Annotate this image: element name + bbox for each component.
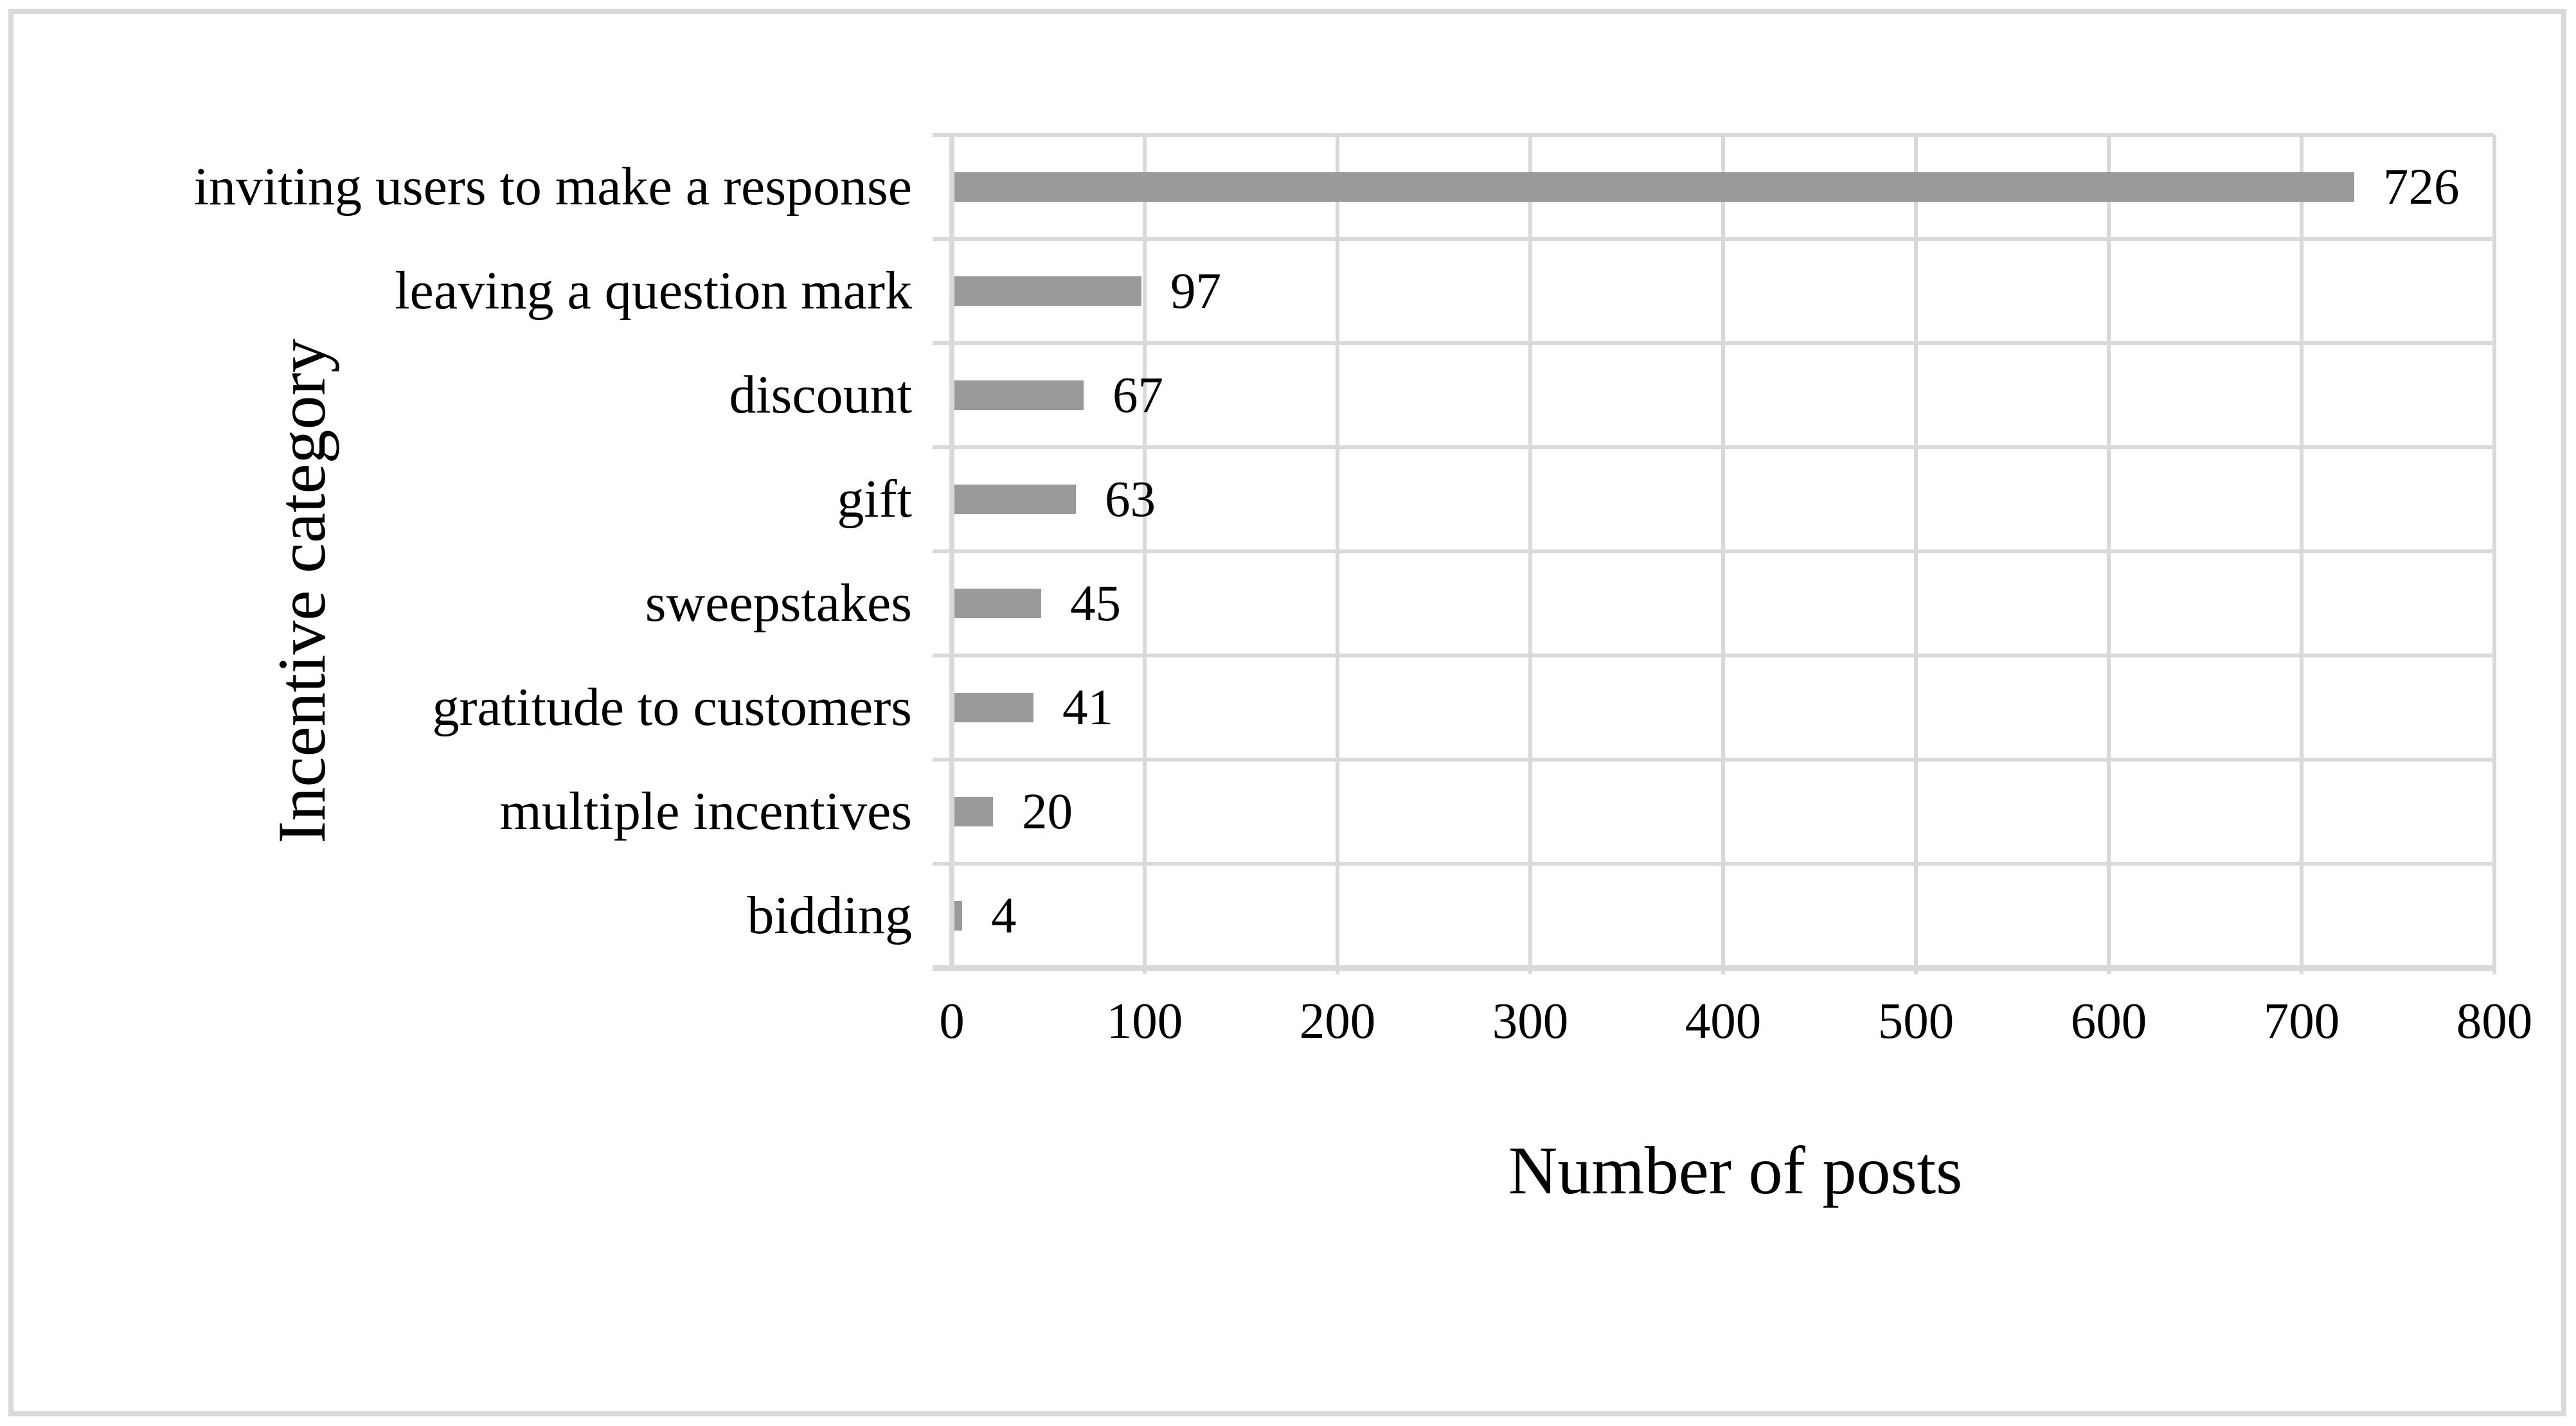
x-tick-label: 0	[939, 994, 965, 1049]
gridline-x-400	[1721, 135, 1725, 974]
y-axis-title: Incentive category	[264, 339, 339, 844]
category-label: inviting users to make a response	[193, 157, 912, 217]
bar	[954, 589, 1041, 618]
x-tick-label: 100	[1106, 994, 1183, 1049]
x-axis-line	[933, 965, 2494, 971]
bar-value-label: 97	[1170, 263, 1221, 319]
x-tick-label: 500	[1877, 994, 1954, 1049]
x-tick-label: 200	[1299, 994, 1376, 1049]
gridline-x-200	[1336, 135, 1339, 974]
row-gridline	[933, 133, 2494, 137]
bar	[954, 901, 962, 931]
bar	[954, 172, 2354, 202]
category-label: bidding	[747, 886, 912, 945]
gridline-x-100	[1143, 135, 1147, 974]
category-label: gift	[837, 469, 912, 529]
row-gridline	[933, 862, 2494, 866]
x-tick-label: 700	[2263, 994, 2340, 1049]
row-gridline	[933, 237, 2494, 241]
bar	[954, 380, 1084, 410]
category-label: sweepstakes	[645, 573, 912, 633]
bar-value-label: 45	[1070, 575, 1121, 632]
category-label: gratitude to customers	[432, 677, 912, 737]
row-gridline	[933, 341, 2494, 345]
bar-value-label: 4	[991, 887, 1017, 944]
gridline-x-600	[2107, 135, 2111, 974]
bar	[954, 276, 1141, 306]
figure-frame	[8, 9, 2566, 1416]
x-tick-label: 600	[2070, 994, 2147, 1049]
x-tick-label: 400	[1685, 994, 1762, 1049]
gridline-x-300	[1528, 135, 1532, 974]
gridline-x-800	[2492, 135, 2496, 974]
x-tick-label: 800	[2456, 994, 2533, 1049]
plot-area: 726 97 67 63 45 41 20 4 inviting users to make …	[194, 133, 2532, 1047]
gridline-x-500	[1914, 135, 1918, 974]
bar	[954, 693, 1033, 722]
category-label: multiple incentives	[499, 781, 912, 841]
gridline-x-700	[2300, 135, 2303, 974]
row-gridline	[933, 654, 2494, 657]
x-axis-title: Number of posts	[1508, 1133, 1963, 1208]
x-tick-label: 300	[1492, 994, 1569, 1049]
category-label: discount	[729, 365, 912, 425]
bar	[954, 485, 1076, 514]
bar-value-label: 67	[1113, 367, 1163, 423]
bar-value-label: 63	[1105, 471, 1156, 528]
category-axis-labels: inviting users to make a response leaving…	[158, 135, 912, 968]
row-gridline	[933, 758, 2494, 762]
bar	[954, 797, 993, 826]
row-gridline	[933, 549, 2494, 553]
bar-value-label: 726	[2383, 159, 2460, 215]
row-gridline	[933, 445, 2494, 449]
y-axis-line	[949, 135, 954, 968]
bar-value-label: 41	[1062, 679, 1113, 736]
category-label: leaving a question mark	[395, 261, 912, 321]
bar-value-label: 20	[1022, 783, 1073, 840]
